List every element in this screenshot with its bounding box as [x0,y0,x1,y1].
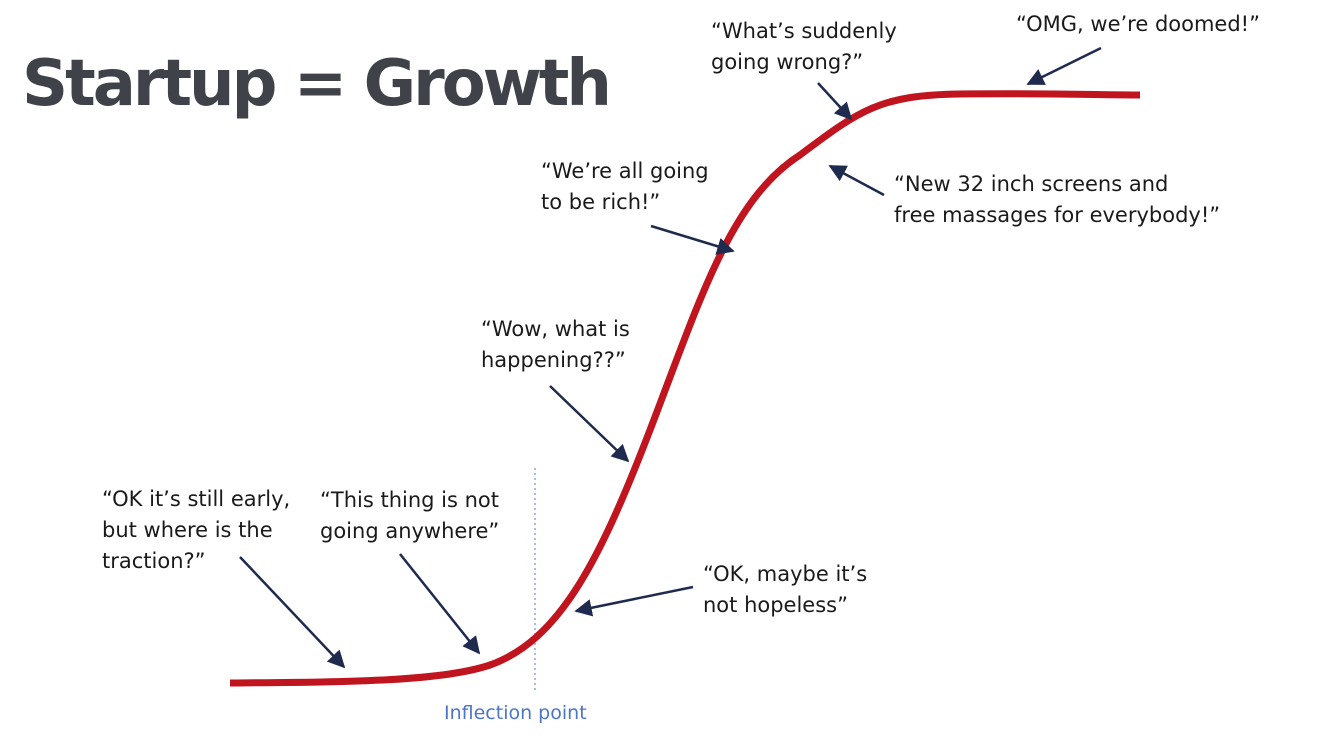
annotation-arrows [239,46,1102,669]
quote-not-hopeless: “OK, maybe it’s not hopeless” [703,562,868,617]
inflection-label: Inflection point [444,702,587,724]
arrow-suddenly-going-wrong [817,82,853,121]
growth-curve [229,90,1141,687]
quote-early-traction: “OK it’s still early, but where is the t… [102,487,291,573]
arrow-doomed [1026,46,1102,86]
arrow-going-to-be-rich [650,224,735,255]
quote-doomed: “OMG, we’re doomed!” [1016,12,1260,36]
arrow-not-hopeless [574,585,694,617]
quote-suddenly-going-wrong: “What’s suddenly going wrong?” [711,19,897,74]
slide-title: Startup = Growth [22,47,612,121]
arrow-early-traction [239,556,346,669]
arrow-screens-and-massages [828,164,885,197]
quote-screens-and-massages: “New 32 inch screens and free massages f… [894,172,1221,227]
arrow-what-is-happening [549,385,630,463]
quote-going-to-be-rich: “We’re all going to be rich!” [541,159,709,214]
quote-what-is-happening: “Wow, what is happening??” [481,317,630,372]
quote-not-going-anywhere: “This thing is not going anywhere” [320,488,500,543]
arrow-not-going-anywhere [399,553,481,655]
